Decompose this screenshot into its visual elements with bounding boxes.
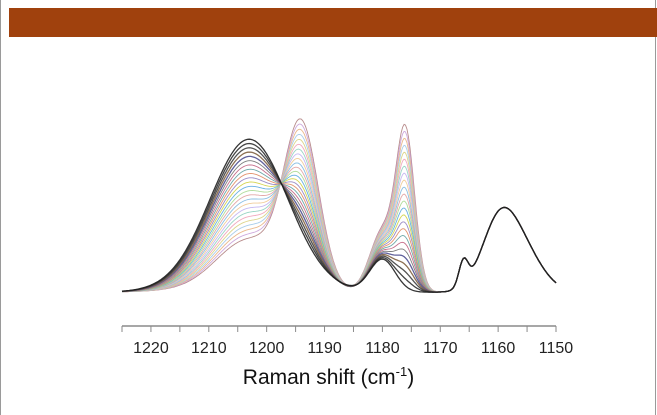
x-tick-label: 1220 [133,340,169,357]
spectra-series-group [121,118,557,293]
x-tick-label: 1190 [307,340,342,357]
x-axis-label: Raman shift (cm-1) [0,364,657,390]
x-axis-label-superscript: -1 [395,364,408,379]
x-tick-label: 1150 [539,340,574,357]
spectrum-line [121,142,557,293]
spectrum-line [121,143,557,293]
spectrum-line [122,162,557,293]
x-axis-label-close: ) [407,366,415,389]
spectrum-line [121,138,557,293]
x-tick-label: 1200 [249,340,285,357]
x-tick-label: 1180 [365,340,400,357]
x-axis-ticks: 1220 1210 1200 1190 1180 1170 1160 1150 [121,326,574,357]
x-tick-label: 1160 [481,340,516,357]
x-axis-label-main: Raman shift (cm [242,366,396,389]
x-tick-label: 1170 [423,340,458,357]
header-band [9,8,657,37]
x-tick-label: 1210 [191,340,227,357]
